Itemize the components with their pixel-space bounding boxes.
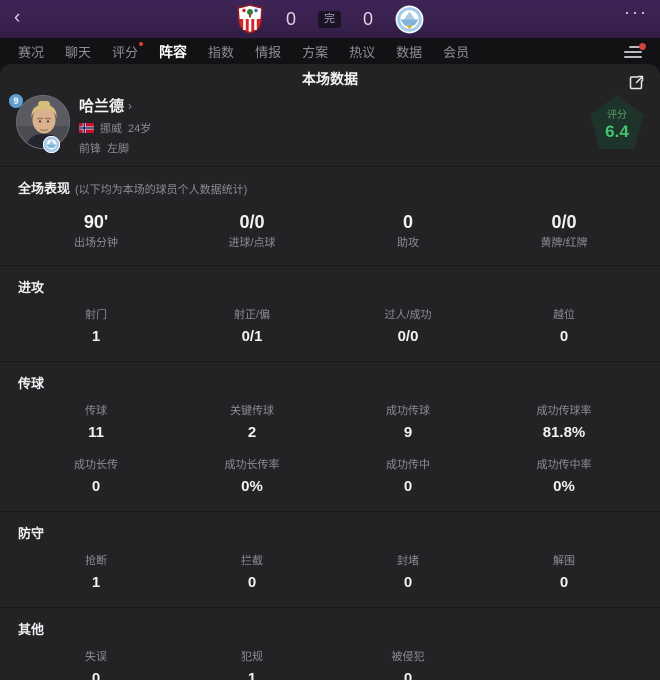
tab-pingfen-label: 评分 <box>112 45 139 60</box>
stat-on-off-target: 射正/偏 0/1 <box>233 309 271 345</box>
stat-long-ball-accuracy: 成功长传率 0% <box>224 459 280 495</box>
stat-shots: 射门 1 <box>85 309 107 345</box>
player-card: 9 哈兰德 › <box>0 89 660 166</box>
section-title: 进攻 <box>18 280 45 295</box>
tab-liaotian[interactable]: 聊天 <box>65 45 92 60</box>
player-name-row[interactable]: 哈兰德 › <box>79 95 151 116</box>
stats-grid: 失误 0 犯规 1 被侵犯 0 <box>18 651 642 680</box>
section-title: 传球 <box>18 376 45 391</box>
player-foot: 左脚 <box>107 143 129 155</box>
stat-cards: 0/0 黄牌/红牌 <box>540 212 588 249</box>
stat-cross-accuracy: 成功传中率 0% <box>536 459 592 495</box>
section-title: 全场表现 <box>18 181 71 196</box>
section-defense: 防守 抢断 1 拦截 0 封堵 0 解围 0 <box>0 511 660 607</box>
player-avatar[interactable]: 9 <box>9 94 70 153</box>
tabs: 赛况 聊天 评分 阵容 指数 情报 方案 热议 数据 会员 <box>18 42 470 60</box>
section-title: 其他 <box>18 622 45 637</box>
match-status-badge: 完 <box>318 10 341 28</box>
notification-dot <box>139 42 144 46</box>
stat-assists: 0 助攻 <box>397 212 419 249</box>
stat-passes-completed: 成功传球 9 <box>386 405 430 441</box>
stats-grid: 射门 1 射正/偏 0/1 过人/成功 0/0 越位 0 <box>18 309 642 346</box>
tab-huiyuan[interactable]: 会员 <box>443 45 470 60</box>
norway-flag-icon <box>79 123 94 133</box>
more-options-icon[interactable]: ··· <box>624 2 648 22</box>
back-icon[interactable]: ‹ <box>14 7 21 28</box>
stat-errors: 失误 0 <box>85 651 107 680</box>
tab-fangan[interactable]: 方案 <box>302 45 329 60</box>
stat-long-balls: 成功长传 0 <box>74 459 118 495</box>
stat-key-passes: 关键传球 2 <box>230 405 274 441</box>
match-header: ‹ 0 完 0 <box>0 0 660 38</box>
player-age: 24岁 <box>128 123 152 135</box>
rating-label: 评分 <box>607 109 627 121</box>
stats-grid: 90' 出场分钟 0/0 进球/点球 0 助攻 0/0 黄牌/红牌 <box>18 213 642 250</box>
tab-qingbao[interactable]: 情报 <box>255 45 282 60</box>
match-data-sheet: 本场数据 <box>0 64 660 680</box>
section-note: (以下均为本场的球员个人数据统计) <box>75 184 248 196</box>
player-position-row: 前锋 左脚 <box>79 140 151 156</box>
southampton-crest-icon <box>237 4 263 34</box>
section-title: 防守 <box>18 526 45 541</box>
player-name: 哈兰德 <box>79 98 125 115</box>
shirt-number-badge: 9 <box>9 94 23 108</box>
stat-offsides: 越位 0 <box>553 309 575 345</box>
share-icon[interactable] <box>626 73 646 93</box>
stat-crosses: 成功传中 0 <box>386 459 430 495</box>
section-passing: 传球 传球 11 关键传球 2 成功传球 9 成功传球率 81.8% <box>0 361 660 511</box>
menu-notification-dot <box>639 43 646 50</box>
chevron-right-icon: › <box>128 98 133 113</box>
stat-minutes: 90' 出场分钟 <box>74 212 118 249</box>
stat-fouled: 被侵犯 0 <box>391 651 425 680</box>
stat-tackles: 抢断 1 <box>85 555 107 591</box>
tab-saikuang[interactable]: 赛况 <box>18 45 45 60</box>
tab-reyi[interactable]: 热议 <box>349 45 376 60</box>
stat-blocks: 封堵 0 <box>397 555 419 591</box>
section-full-match: 全场表现 (以下均为本场的球员个人数据统计) 90' 出场分钟 0/0 进球/点… <box>0 166 660 265</box>
away-score: 0 <box>362 8 373 29</box>
stat-interceptions: 拦截 0 <box>241 555 263 591</box>
rating-value: 6.4 <box>605 121 629 141</box>
rating-pentagon-badge: 评分 6.4 <box>590 95 644 149</box>
stat-fouls: 犯规 1 <box>241 651 263 680</box>
stats-grid: 抢断 1 拦截 0 封堵 0 解围 0 <box>18 555 642 592</box>
tab-zhenrong-active[interactable]: 阵容 <box>159 44 188 60</box>
stat-passes: 传球 11 <box>85 405 107 441</box>
player-position: 前锋 <box>79 143 101 155</box>
tab-pingfen[interactable]: 评分 <box>112 42 144 60</box>
scoreline: 0 完 0 <box>236 4 424 34</box>
stat-goals-penalties: 0/0 进球/点球 <box>228 212 276 249</box>
section-attack: 进攻 射门 1 射正/偏 0/1 过人/成功 0/0 越位 0 <box>0 265 660 361</box>
player-info: 哈兰德 › 挪威 24岁 前锋 左脚 <box>79 93 151 156</box>
stat-clearances: 解围 0 <box>553 555 575 591</box>
tab-shuju[interactable]: 数据 <box>396 45 423 60</box>
stat-pass-accuracy: 成功传球率 81.8% <box>536 405 592 441</box>
stats-grid: 传球 11 关键传球 2 成功传球 9 成功传球率 81.8% 成功长传 0 <box>18 405 642 496</box>
tab-zhishu[interactable]: 指数 <box>208 45 235 60</box>
man-city-crest-icon <box>395 5 424 33</box>
section-other: 其他 失误 0 犯规 1 被侵犯 0 <box>0 607 660 680</box>
player-nationality: 挪威 <box>100 123 122 135</box>
player-nationality-row: 挪威 24岁 <box>79 120 151 136</box>
sheet-title: 本场数据 <box>302 71 358 87</box>
hamburger-menu-icon[interactable] <box>622 43 646 60</box>
sheet-header: 本场数据 <box>0 69 660 90</box>
stat-dribbles: 过人/成功 0/0 <box>384 309 432 345</box>
club-mini-logo-icon <box>43 136 60 153</box>
home-score: 0 <box>285 8 296 29</box>
